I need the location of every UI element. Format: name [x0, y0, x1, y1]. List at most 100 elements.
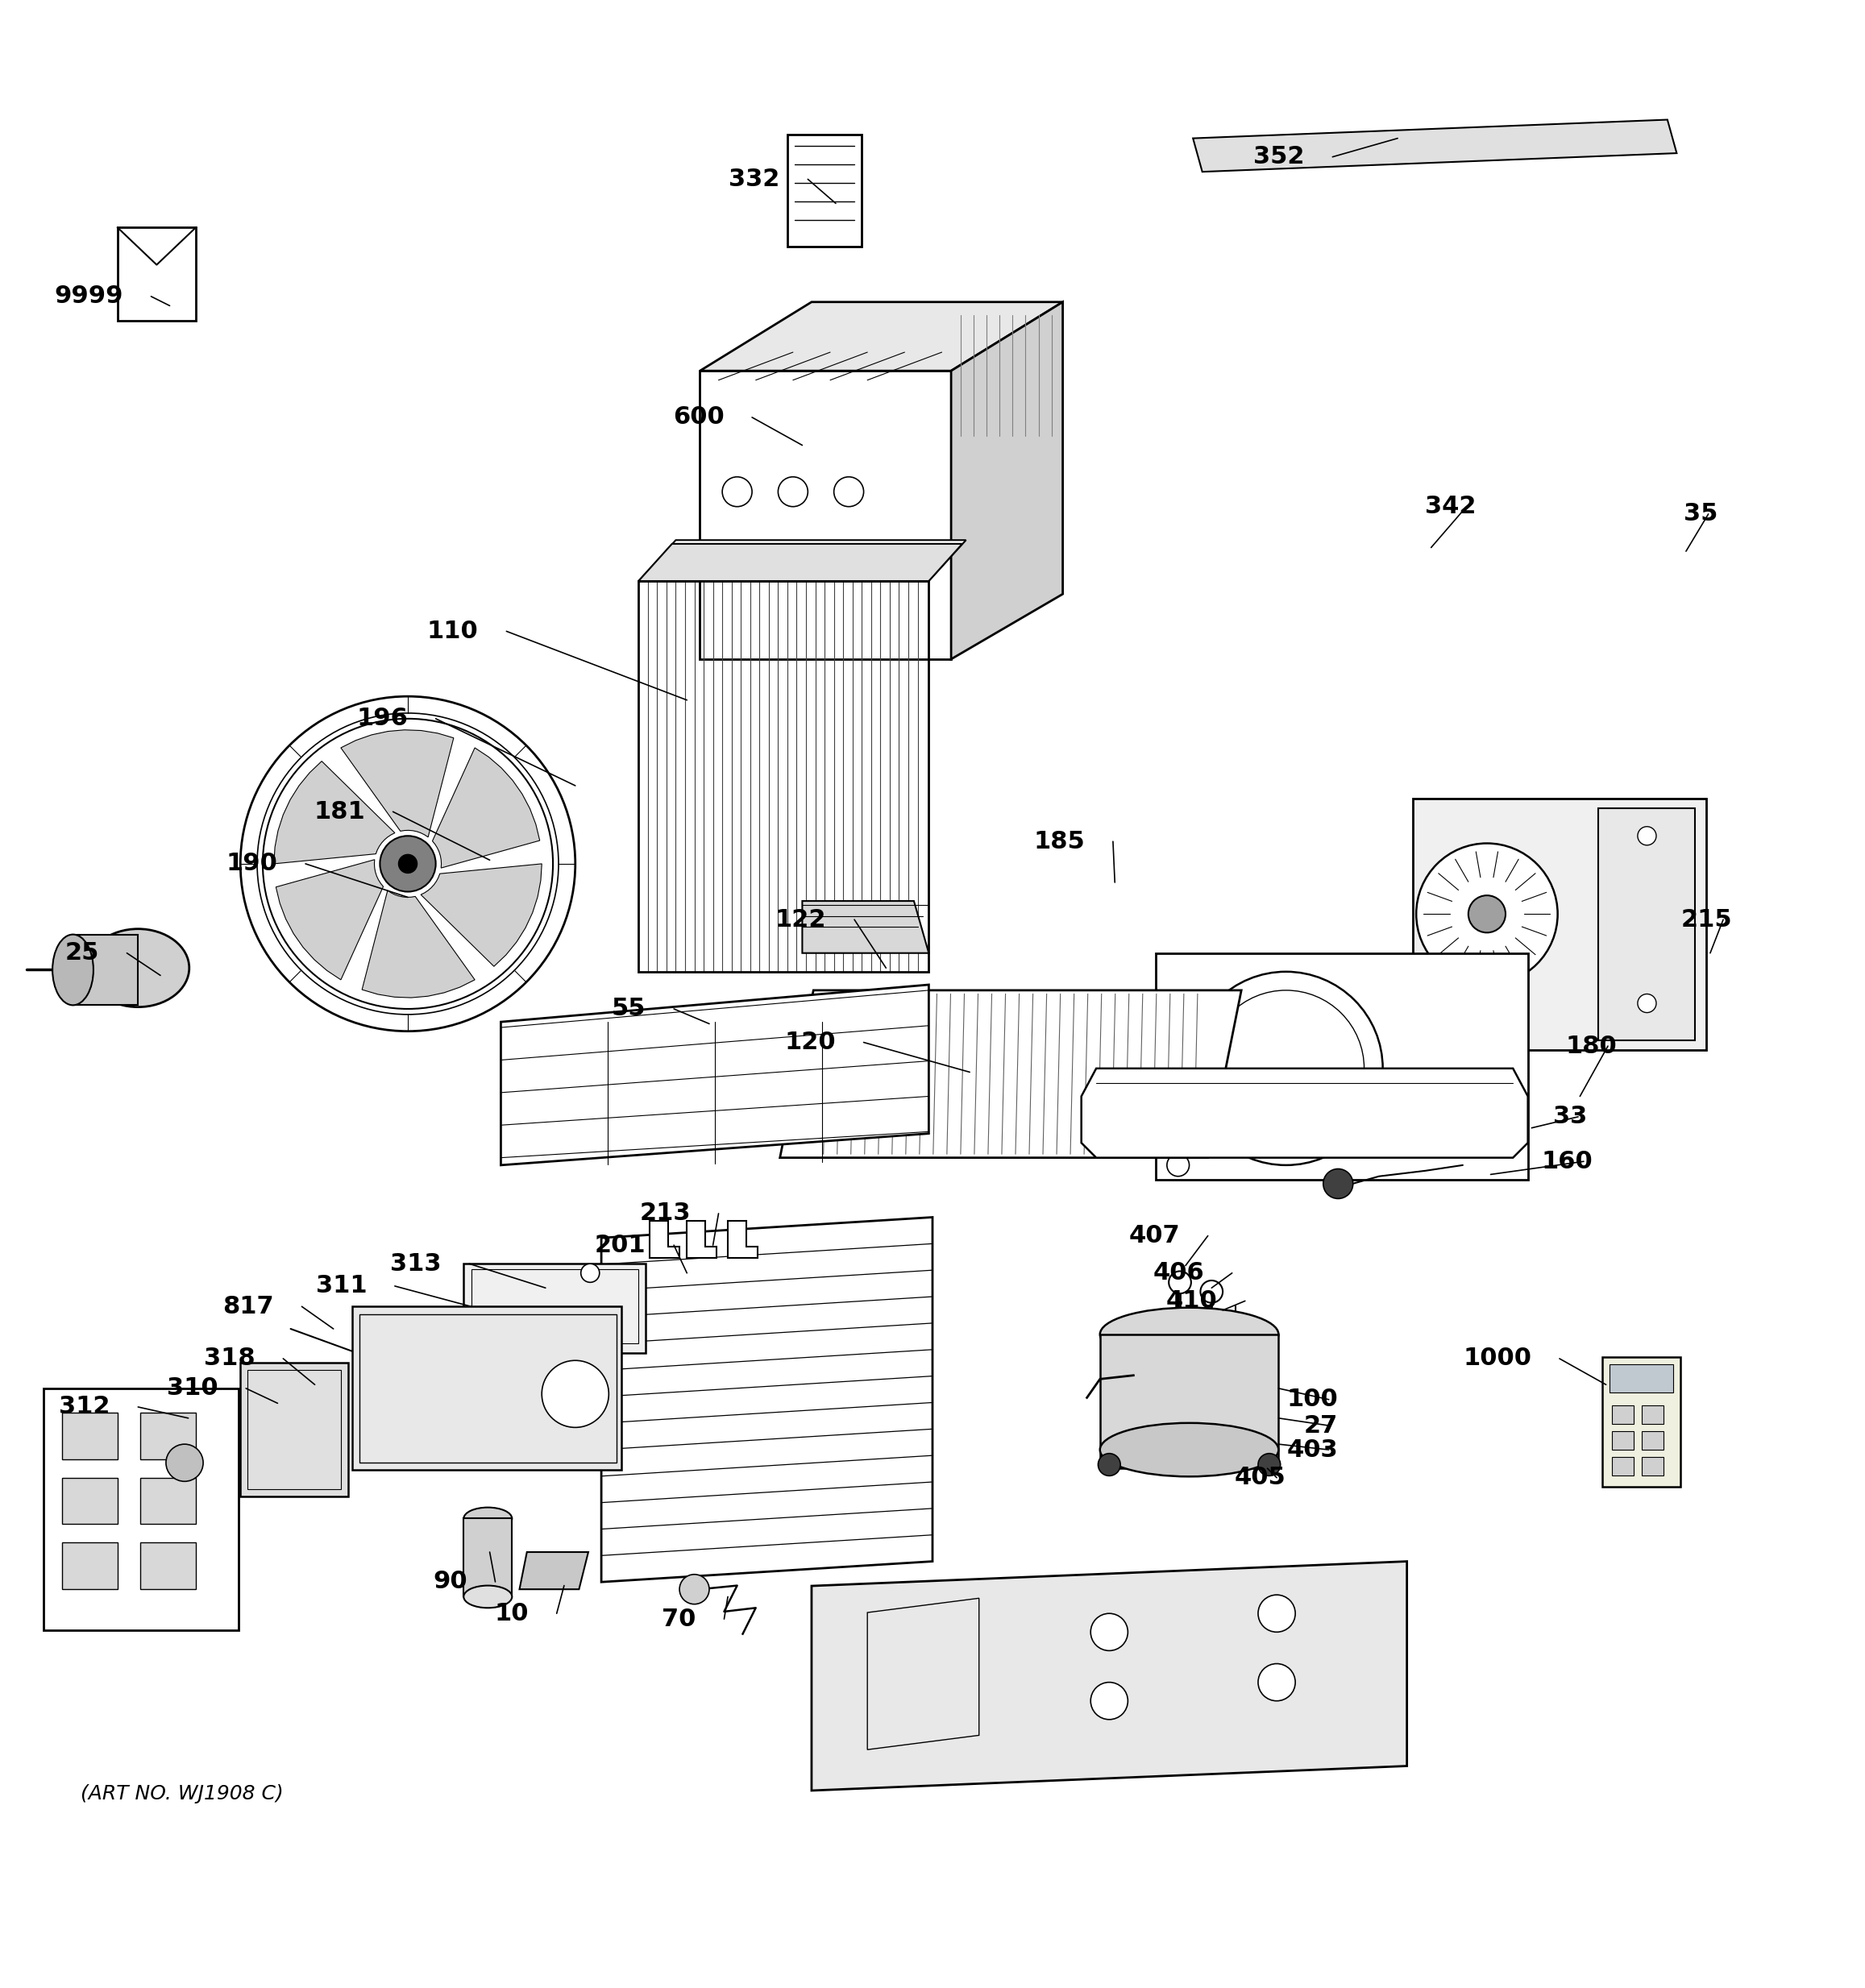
Text: 600: 600 — [673, 406, 724, 429]
Polygon shape — [1082, 1068, 1527, 1157]
Polygon shape — [811, 1561, 1406, 1791]
Bar — [464, 1264, 645, 1354]
Bar — [1602, 1356, 1680, 1487]
Bar — [1611, 1406, 1634, 1423]
Bar — [140, 1543, 196, 1588]
Text: 120: 120 — [785, 1030, 836, 1054]
Bar — [117, 227, 196, 320]
Text: 27: 27 — [1304, 1413, 1337, 1437]
Polygon shape — [951, 302, 1063, 660]
Bar — [1611, 1457, 1634, 1475]
Bar — [62, 1413, 117, 1459]
Bar — [43, 1388, 239, 1630]
Bar — [1641, 1457, 1664, 1475]
Circle shape — [1637, 827, 1656, 845]
Polygon shape — [780, 990, 1242, 1157]
Text: 110: 110 — [427, 620, 479, 642]
Ellipse shape — [1100, 1308, 1279, 1362]
Polygon shape — [433, 747, 539, 869]
Bar — [1412, 799, 1706, 1050]
Text: 185: 185 — [1033, 829, 1085, 853]
Circle shape — [1416, 843, 1557, 984]
Ellipse shape — [1100, 1423, 1279, 1477]
Polygon shape — [686, 1221, 716, 1258]
Circle shape — [679, 1574, 709, 1604]
Text: 25: 25 — [65, 942, 99, 964]
Bar — [638, 580, 929, 972]
Bar — [1156, 952, 1527, 1181]
Polygon shape — [274, 761, 395, 863]
Text: 405: 405 — [1235, 1465, 1287, 1489]
Circle shape — [1190, 972, 1382, 1165]
Text: 122: 122 — [776, 909, 826, 930]
Circle shape — [1259, 1594, 1296, 1632]
Polygon shape — [421, 863, 543, 966]
Polygon shape — [341, 730, 453, 837]
Polygon shape — [649, 1221, 679, 1258]
Bar — [1609, 1364, 1673, 1392]
Polygon shape — [502, 984, 929, 1165]
Polygon shape — [1194, 119, 1677, 171]
Text: 35: 35 — [1684, 503, 1718, 525]
Text: 318: 318 — [203, 1348, 256, 1370]
Bar — [352, 1306, 621, 1471]
Bar — [73, 934, 138, 1006]
Bar — [360, 1314, 615, 1463]
Polygon shape — [520, 1553, 587, 1588]
Text: 180: 180 — [1567, 1034, 1617, 1058]
Polygon shape — [699, 372, 951, 660]
Bar — [787, 135, 862, 247]
Circle shape — [1167, 1153, 1190, 1177]
Circle shape — [1468, 895, 1505, 932]
Text: 100: 100 — [1287, 1388, 1337, 1411]
Circle shape — [399, 855, 418, 873]
Bar — [1100, 1334, 1279, 1469]
Circle shape — [1201, 1280, 1223, 1302]
Bar — [1641, 1406, 1664, 1423]
Text: 352: 352 — [1253, 145, 1305, 169]
Polygon shape — [699, 302, 1063, 372]
Bar — [62, 1543, 117, 1588]
Circle shape — [311, 1378, 334, 1400]
Bar — [472, 1268, 638, 1344]
Text: 332: 332 — [729, 167, 780, 191]
Text: 190: 190 — [226, 853, 278, 875]
Bar — [1611, 1431, 1634, 1449]
Circle shape — [1091, 1682, 1128, 1720]
Polygon shape — [601, 1217, 932, 1582]
Text: 213: 213 — [640, 1203, 690, 1225]
Circle shape — [1322, 1169, 1352, 1199]
Circle shape — [729, 559, 744, 575]
Circle shape — [1637, 994, 1656, 1012]
Text: 312: 312 — [60, 1396, 110, 1419]
Ellipse shape — [88, 928, 188, 1008]
Polygon shape — [362, 891, 476, 998]
Circle shape — [166, 1443, 203, 1481]
Bar — [140, 1413, 196, 1459]
Circle shape — [1259, 1453, 1281, 1475]
Text: 406: 406 — [1153, 1260, 1205, 1284]
Text: 313: 313 — [390, 1252, 442, 1276]
Text: 215: 215 — [1680, 909, 1733, 930]
Circle shape — [380, 835, 436, 893]
Circle shape — [543, 1360, 608, 1427]
Ellipse shape — [464, 1507, 513, 1529]
Text: 70: 70 — [662, 1608, 696, 1630]
Text: 817: 817 — [222, 1294, 274, 1318]
Circle shape — [722, 477, 752, 507]
Text: 342: 342 — [1425, 495, 1475, 519]
Text: 201: 201 — [595, 1233, 645, 1256]
Text: 160: 160 — [1542, 1149, 1593, 1173]
Text: 9999: 9999 — [54, 284, 123, 308]
Bar — [1598, 807, 1695, 1040]
Circle shape — [1098, 1453, 1121, 1475]
Circle shape — [241, 696, 574, 1032]
Circle shape — [580, 1264, 599, 1282]
Polygon shape — [802, 901, 929, 952]
Bar — [140, 1477, 196, 1525]
Text: 311: 311 — [315, 1274, 367, 1298]
Text: 410: 410 — [1166, 1290, 1218, 1312]
Text: 407: 407 — [1128, 1225, 1181, 1248]
Circle shape — [1169, 1270, 1192, 1294]
Polygon shape — [638, 541, 966, 580]
